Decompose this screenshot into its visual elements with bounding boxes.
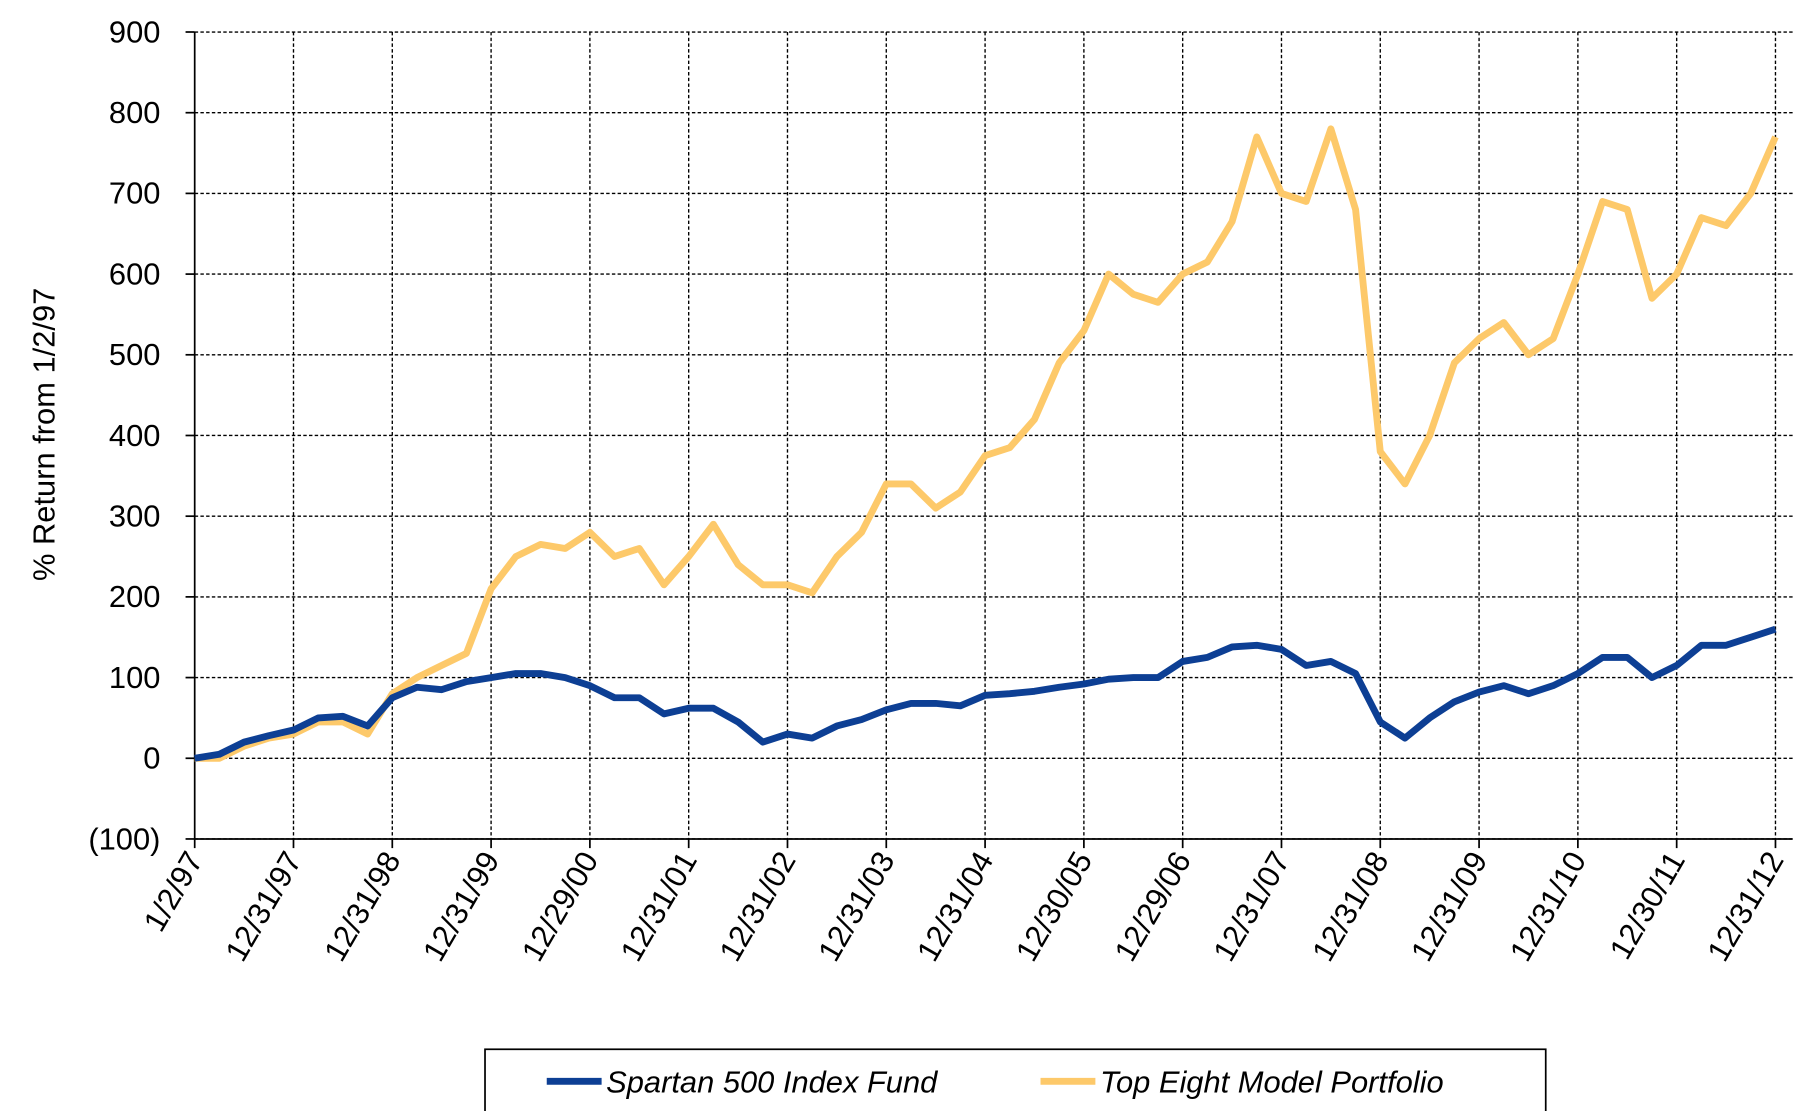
x-tick-label: 12/29/06 <box>1108 846 1198 968</box>
x-tick-label: 12/31/08 <box>1305 846 1395 968</box>
x-tick-label: 1/2/97 <box>137 846 210 938</box>
y-tick-label: 500 <box>109 337 161 372</box>
y-tick-label: 400 <box>109 418 161 453</box>
x-tick-label: 12/31/09 <box>1404 846 1494 968</box>
series-line <box>194 125 1779 762</box>
legend-label: Top Eight Model Portfolio <box>1100 1065 1444 1100</box>
x-tick-label: 12/31/03 <box>811 846 901 968</box>
y-tick-label: 200 <box>109 579 161 614</box>
x-tick-label: 12/31/01 <box>614 846 704 968</box>
x-tick-label: 12/31/02 <box>712 846 802 968</box>
x-tick-label: 12/31/04 <box>910 846 1000 968</box>
x-tick-label: 12/31/97 <box>218 846 308 968</box>
y-tick-label: 900 <box>109 14 161 49</box>
y-tick-label: 800 <box>109 95 161 130</box>
x-tick-label: 12/30/05 <box>1009 846 1099 968</box>
x-tick-label: 12/31/99 <box>416 846 506 968</box>
y-axis-label: % Return from 1/2/97 <box>26 288 61 581</box>
y-tick-label: (100) <box>88 821 160 856</box>
y-tick-label: 700 <box>109 176 161 211</box>
x-tick-label: 12/29/00 <box>515 846 605 968</box>
legend-box <box>484 1048 1547 1111</box>
x-tick-label: 12/30/11 <box>1603 846 1692 966</box>
x-tick-label: 12/31/07 <box>1206 846 1296 968</box>
y-tick-label: 300 <box>109 498 161 533</box>
x-tick-label: 12/31/12 <box>1700 846 1790 968</box>
x-tick-label: 12/31/10 <box>1503 846 1593 968</box>
legend-label: Spartan 500 Index Fund <box>606 1065 938 1100</box>
series-line <box>194 625 1777 762</box>
y-tick-label: 600 <box>109 256 161 291</box>
y-tick-label: 0 <box>143 741 160 776</box>
y-tick-label: 100 <box>109 660 161 695</box>
x-tick-label: 12/31/98 <box>317 846 407 968</box>
